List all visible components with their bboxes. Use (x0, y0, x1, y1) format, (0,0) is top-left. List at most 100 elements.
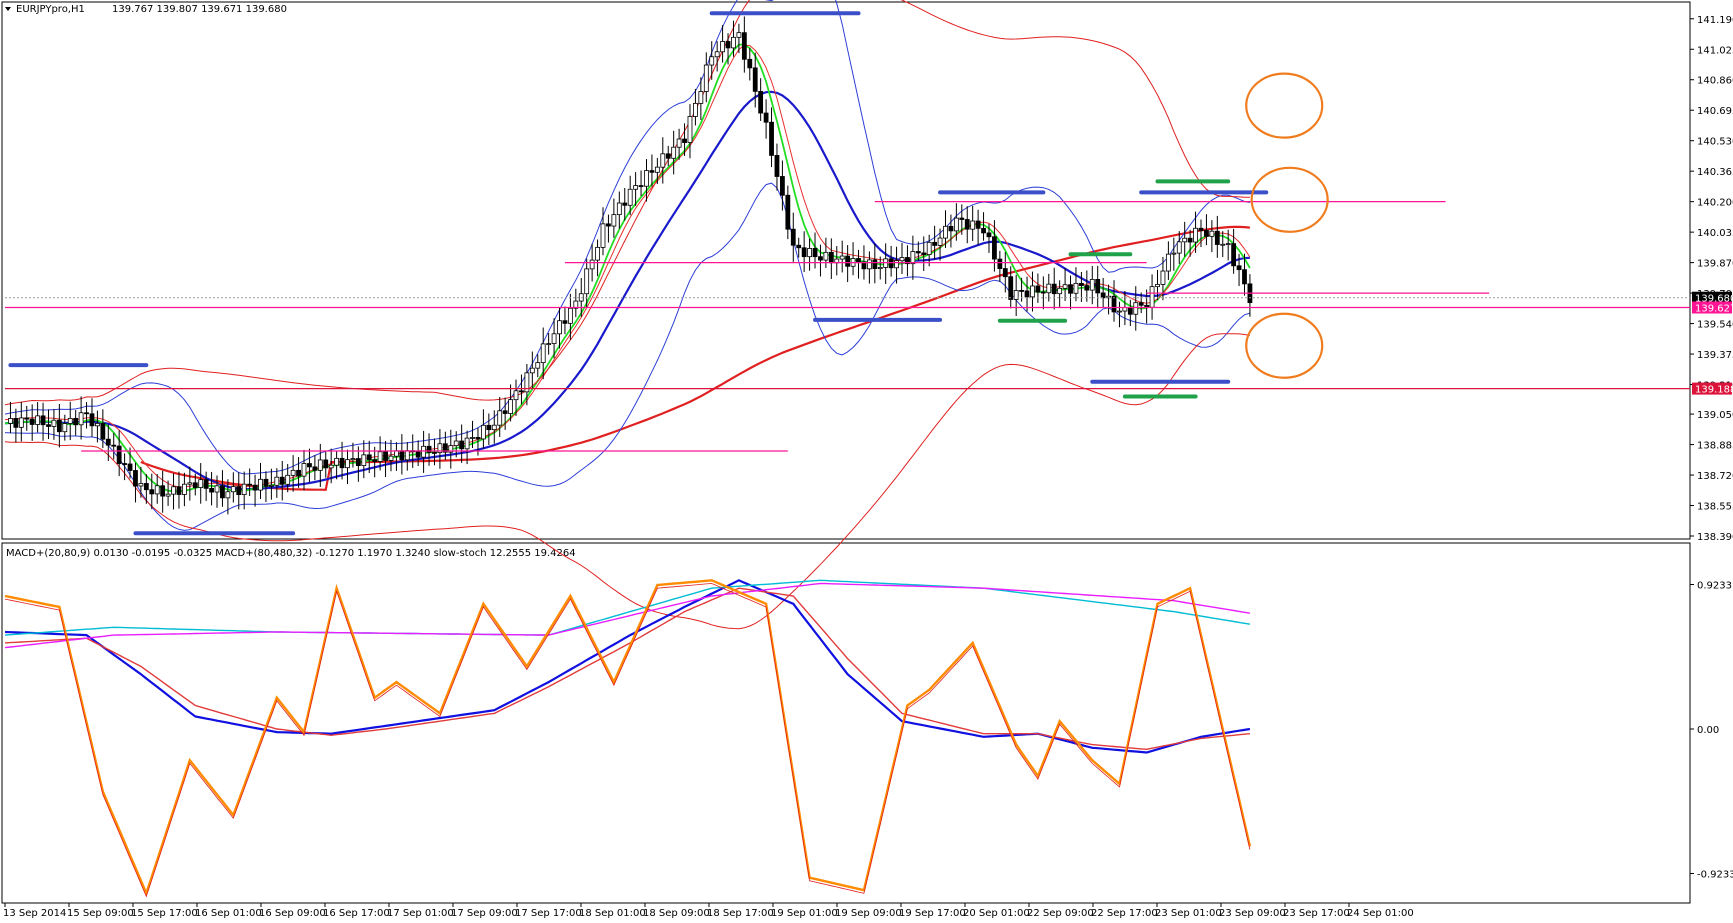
price-layer (4, 0, 1690, 630)
candle-body (285, 474, 291, 485)
candle-body (171, 486, 176, 495)
candle-body (741, 32, 747, 60)
candle-body (1149, 286, 1155, 308)
candle-body (845, 255, 851, 267)
candle-body (203, 479, 209, 489)
candle-body (932, 241, 938, 246)
envelope-upper (4, 0, 1250, 406)
candle-body (100, 422, 106, 440)
candle-body (714, 51, 720, 58)
candle-body (823, 251, 829, 261)
time-tick-label: 23 Sep 17:00 (1283, 908, 1350, 919)
candle-body (274, 476, 280, 486)
candle-body (644, 170, 649, 187)
time-tick-label: 18 Sep 01:00 (579, 908, 646, 919)
candle-body (491, 424, 497, 431)
price-tick-label: 140.530 (1697, 137, 1733, 148)
candle-body (899, 257, 905, 262)
candle-body (1231, 243, 1237, 267)
candle-body (1160, 270, 1166, 285)
candle-body (187, 482, 193, 485)
candle-body (154, 485, 160, 495)
candle-body (660, 153, 666, 168)
candle-body (736, 32, 742, 38)
candle-body (519, 390, 524, 393)
candle-body (35, 415, 41, 425)
candle-body (877, 266, 883, 270)
time-tick-label: 19 Sep 09:00 (835, 908, 902, 919)
candle-body (13, 418, 19, 428)
indicator-series-line (4, 582, 1251, 649)
candle-body (807, 248, 812, 258)
candle-body (355, 458, 361, 466)
time-tick-label: 15 Sep 17:00 (131, 908, 198, 919)
candle-body (1214, 230, 1220, 245)
candle-body (573, 300, 579, 309)
candle-body (181, 483, 187, 495)
candle-body (937, 237, 943, 246)
price-tick-label: 139.540 (1697, 320, 1733, 331)
time-tick-label: 19 Sep 01:00 (771, 908, 838, 919)
candle-body (1035, 285, 1041, 293)
candle-body (627, 188, 633, 206)
axis-layer: 141.190 141.025 140.860 140.695 140.530 140.3… (3, 15, 1733, 919)
candle-body (372, 459, 378, 462)
red-level-marker-label: 139.188 (1695, 385, 1733, 396)
candle-body (557, 320, 562, 335)
price-tick-label: 140.860 (1697, 76, 1733, 87)
candle-body (1057, 287, 1063, 295)
candle-body (143, 483, 149, 491)
symbol-header: EURJPYpro,H1 (16, 4, 85, 15)
candle-body (676, 138, 682, 148)
candle-body (758, 90, 764, 114)
price-tick-label: 140.695 (1697, 106, 1733, 117)
candle-body (595, 246, 600, 261)
pink-level-marker-box (1692, 301, 1732, 314)
price-tick-label: 140.365 (1697, 167, 1733, 178)
price-tick-label: 140.035 (1697, 228, 1733, 239)
candle-body (448, 445, 454, 453)
collapse-arrow-icon[interactable] (5, 7, 11, 11)
candle-body (1084, 285, 1090, 291)
candle-body (839, 255, 845, 260)
candle-body (866, 259, 872, 270)
indicator-series-line (4, 579, 1252, 897)
time-tick-label: 16 Sep 17:00 (323, 908, 390, 919)
candle-body (220, 485, 225, 499)
candle-body (1073, 282, 1079, 294)
candle-body (1068, 284, 1073, 294)
candle-body (51, 419, 57, 427)
candle-body (111, 444, 117, 447)
candle-body (812, 248, 818, 258)
candle-body (905, 257, 910, 265)
candle-body (796, 244, 802, 249)
ohlc-header: 139.767 139.807 139.671 139.680 (112, 4, 287, 15)
candle-body (910, 251, 916, 265)
candle-body (268, 484, 274, 487)
candle-body (1051, 283, 1057, 295)
candle-body (133, 470, 138, 487)
candle-body (437, 443, 443, 454)
candle-body (432, 452, 437, 454)
price-tick-label: 138.885 (1697, 441, 1733, 452)
candle-body (769, 121, 774, 156)
candle-body (584, 268, 590, 295)
indicator-tick-label: -0.9233 (1697, 869, 1733, 880)
time-tick-label: 18 Sep 09:00 (643, 908, 710, 919)
candle-body (296, 469, 301, 477)
candle-body (622, 202, 628, 206)
price-tick-label: 140.200 (1697, 198, 1733, 209)
candle-body (747, 58, 753, 69)
candle-body (888, 258, 894, 269)
candle-body (1198, 227, 1204, 231)
candle-body (388, 455, 394, 461)
candle-body (1111, 295, 1117, 313)
candle-body (1225, 243, 1231, 246)
candle-body (1079, 282, 1084, 286)
candle-body (95, 422, 100, 427)
candle-body (693, 102, 698, 117)
candle-body (1008, 276, 1014, 300)
time-tick-label: 23 Sep 01:00 (1155, 908, 1222, 919)
candle-body (1220, 243, 1226, 246)
candle-body (165, 493, 171, 497)
